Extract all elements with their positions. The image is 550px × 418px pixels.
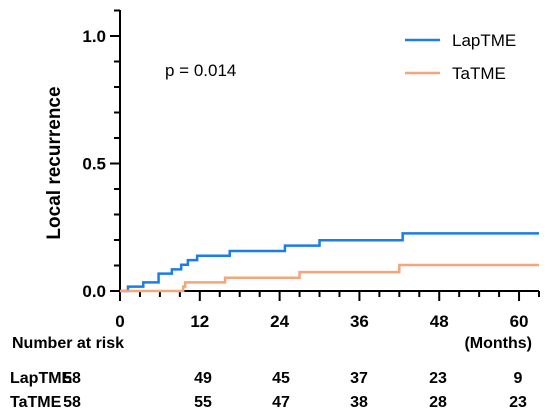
risk-cell: 23 bbox=[429, 370, 447, 387]
risk-row-label-tatme: TaTME bbox=[10, 394, 62, 411]
risk-cell: 23 bbox=[509, 394, 527, 411]
x-unit-label: (Months) bbox=[464, 335, 532, 352]
series-line-laptme bbox=[120, 232, 539, 293]
series-line-tatme bbox=[120, 263, 539, 293]
risk-cell: 37 bbox=[350, 370, 368, 387]
y-tick-label: 0.5 bbox=[82, 155, 106, 174]
risk-table-title: Number at risk bbox=[12, 335, 124, 352]
x-tick-label: 36 bbox=[350, 312, 369, 331]
risk-cell: 38 bbox=[350, 394, 368, 411]
risk-cell: 58 bbox=[63, 370, 81, 387]
risk-cell: 45 bbox=[272, 370, 290, 387]
p-value-annotation: p = 0.014 bbox=[165, 61, 236, 80]
legend: LapTME TaTME bbox=[405, 31, 516, 83]
risk-cell: 55 bbox=[194, 394, 212, 411]
risk-cell: 28 bbox=[429, 394, 447, 411]
risk-cell: 49 bbox=[194, 370, 212, 387]
x-tick-label: 24 bbox=[270, 312, 289, 331]
risk-cell: 9 bbox=[514, 370, 523, 387]
x-tick-label: 48 bbox=[430, 312, 449, 331]
y-tick-label: 1.0 bbox=[82, 27, 106, 46]
y-axis-label: Local recurrence bbox=[44, 86, 65, 239]
risk-row-label-laptme: LapTME bbox=[10, 370, 73, 387]
series-layer bbox=[120, 232, 539, 293]
risk-cell: 58 bbox=[63, 394, 81, 411]
y-tick-label: 0.0 bbox=[82, 282, 106, 301]
risk-cell: 47 bbox=[272, 394, 290, 411]
x-tick-label: 0 bbox=[115, 312, 124, 331]
axes: 0.0 0.5 1.0 0 12 24 36 48 60 bbox=[82, 9, 540, 331]
legend-label-tatme: TaTME bbox=[452, 64, 506, 83]
x-tick-label: 60 bbox=[510, 312, 529, 331]
x-tick-label: 12 bbox=[190, 312, 209, 331]
legend-label-laptme: LapTME bbox=[452, 31, 516, 50]
